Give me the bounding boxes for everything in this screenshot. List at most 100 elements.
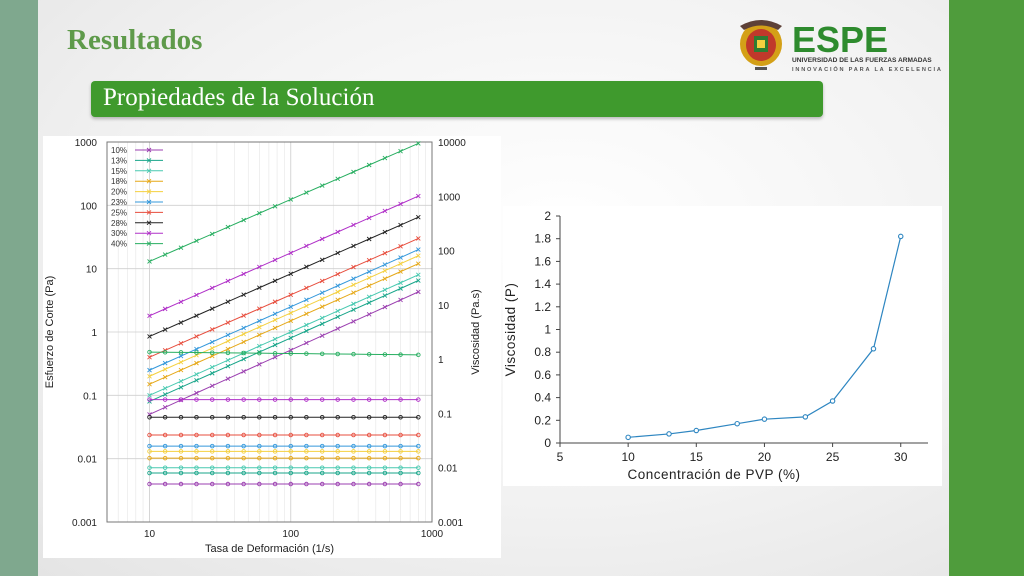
stress-point [398,280,403,286]
stress-point [209,353,215,359]
stress-point [241,313,246,318]
stress-point [335,283,341,289]
stress-point [162,360,168,366]
y2-tick-label: 100 [438,247,455,258]
y-tick-label: 1000 [75,138,98,149]
viscosity-point [416,432,421,438]
viscosity-point [366,481,372,487]
viscosity-point [304,449,309,454]
viscosity-point [209,415,215,420]
stress-point [225,338,231,344]
viscosity-point [416,455,421,461]
viscosity-point [162,432,168,438]
viscosity-point [304,432,309,438]
stress-point [241,271,246,277]
stress-point [335,314,341,320]
viscosity-point [257,470,262,476]
stress-point [415,247,421,252]
viscosity-point [225,465,231,470]
stress-point [241,331,246,337]
stress-point [178,353,184,359]
series-30% [147,193,421,402]
stress-point [415,289,421,295]
viscosity-point [351,351,356,357]
stress-point [319,183,325,188]
viscosity-point [398,481,403,487]
y-tick-label: 1.4 [534,277,551,291]
viscosity-point [416,443,421,449]
y2-tick-label: 0.01 [438,464,458,475]
viscosity-point [366,449,372,454]
stress-point [382,304,388,310]
viscosity-point [288,351,294,356]
viscosity-point [416,397,421,402]
crest-emblem [740,20,782,70]
stress-point [162,327,168,332]
viscosity-point [335,351,340,357]
stress-point [147,381,152,387]
legend-label: 10% [111,146,127,155]
viscosity-point [288,481,294,487]
stress-point [319,333,325,339]
stress-point [398,148,403,154]
viscosity-point [382,481,388,487]
stress-point [319,296,325,302]
viscosity-point [319,455,325,461]
stress-line [149,195,419,317]
rheology-chart: 10 100 100010001001010.10.010.001100001000… [44,138,482,555]
viscosity-point [382,443,388,449]
stress-point [272,299,278,305]
data-point [666,431,672,437]
stress-point [162,374,168,380]
stress-point [351,243,356,249]
stress-point [194,334,199,339]
stress-point [335,308,341,314]
stress-point [415,141,421,146]
stress-point [209,231,215,237]
stress-point [257,285,262,291]
viscosity-point [178,465,184,470]
y-tick-label: 0.8 [534,345,551,359]
stress-point [194,378,199,383]
y2-tick-label: 10000 [438,138,466,149]
x-tick-label: 1000 [421,529,444,540]
viscosity-point [241,481,246,487]
stress-point [366,294,372,300]
viscosity-point [162,455,168,461]
viscosity-point [147,481,152,487]
viscosity-point [288,465,294,470]
stress-point [351,282,356,288]
stress-point [319,257,325,263]
stress-point [319,278,325,284]
stress-point [304,303,309,309]
stress-point [351,169,356,175]
viscosity-point [304,415,309,420]
stress-point [178,340,184,346]
viscosity-point [319,465,325,470]
viscosity-point [319,351,325,357]
viscosity-point [335,481,340,487]
stress-line [149,263,419,385]
viscosity-point [351,397,356,402]
stress-point [335,229,341,235]
legend-marker [146,230,152,236]
stress-point [257,362,262,367]
viscosity-chart: 00.20.40.60.811.21.41.61.825 10 15 20 25 30Co… [503,209,928,482]
espe-logo: ESPE UNIVERSIDAD DE LAS FUERZAS ARMADAS … [740,19,941,73]
stress-point [382,276,388,281]
viscosity-point [304,465,309,470]
viscosity-point [162,397,168,402]
right-accent-bar [949,0,1024,576]
viscosity-point [147,449,152,454]
viscosity-point [178,481,184,487]
viscosity-point [416,465,421,470]
stress-point [147,354,152,360]
stress-point [335,176,341,182]
stress-point [304,322,309,328]
viscosity-point [194,465,199,470]
viscosity-point [209,481,215,487]
stress-point [225,320,231,325]
viscosity-point [209,397,215,402]
viscosity-point [335,455,340,461]
y-tick-label: 0.4 [534,391,551,405]
